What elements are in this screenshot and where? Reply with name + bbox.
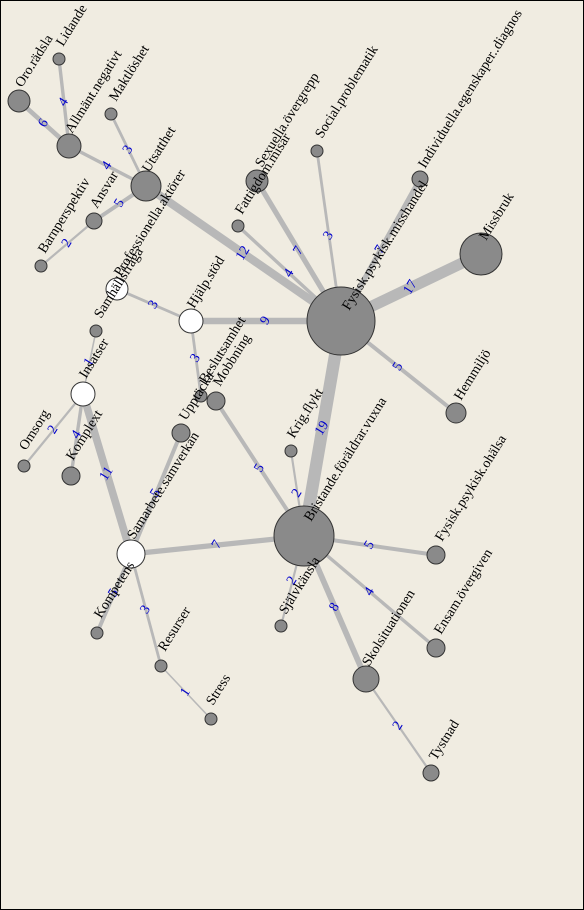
node-label-skol: Skolsituationen xyxy=(360,587,419,669)
edge-weight-label: 5 xyxy=(390,360,406,374)
node-socialprob xyxy=(311,145,323,157)
node-stress xyxy=(205,713,217,725)
edge-weight-label: 5 xyxy=(362,538,378,552)
node-samhallsfraga xyxy=(90,325,102,337)
node-komplext xyxy=(62,467,80,485)
node-omsorg xyxy=(18,460,30,472)
node-lidande xyxy=(53,53,65,65)
node-skol xyxy=(353,666,379,692)
edge-weight-label: 11 xyxy=(97,464,117,483)
node-ohalsa xyxy=(427,546,445,564)
node-krigflykt xyxy=(285,445,297,457)
node-ororadsla xyxy=(8,90,30,112)
node-utsatthet xyxy=(131,171,161,201)
node-ansvar xyxy=(86,213,102,229)
edge-weight-label: 3 xyxy=(120,143,136,157)
node-label-lidande: Lidande xyxy=(54,2,91,49)
node-label-kompetens: Kompetens xyxy=(92,559,139,621)
node-missbruk xyxy=(460,233,502,275)
node-label-utsatthet: Utsatthet xyxy=(140,124,180,175)
node-misshandel xyxy=(307,287,375,355)
node-label-missbruk: Missbruk xyxy=(477,190,518,243)
node-hjalpstod xyxy=(179,309,203,333)
node-label-tystnad: Tystnad xyxy=(427,718,463,763)
node-maktloshet xyxy=(105,108,117,120)
node-label-hemmiljo: Hemmiljö xyxy=(452,347,495,403)
node-label-misshandel: Fysisk.psykisk.misshandel xyxy=(340,178,432,313)
node-tystnad xyxy=(423,765,439,781)
node-label-individuella: Individuella.egenskaper..diagnos xyxy=(416,7,526,171)
node-label-samarbete: Samarbete.samverkan xyxy=(125,430,203,542)
node-kompetens xyxy=(91,627,103,639)
edge-weight-label: 2 xyxy=(390,719,406,733)
edge-weight-label: 9 xyxy=(258,314,274,328)
edge-weight-label: 5 xyxy=(252,461,268,475)
network-diagram: { "diagram": { "type": "network", "backg… xyxy=(0,0,584,910)
edge-weight-label: 4 xyxy=(362,585,378,599)
node-resurser xyxy=(155,660,167,672)
node-label-socialprob: Social.problematik xyxy=(313,43,382,141)
node-sjalvk xyxy=(275,620,287,632)
node-hemmiljo xyxy=(446,403,466,423)
node-ensam xyxy=(427,639,445,657)
node-label-samhallsfraga: Samhällsfråga xyxy=(92,245,148,322)
network-svg: 2411153157282452519517737491233354264Ins… xyxy=(1,1,583,909)
node-fattigdom xyxy=(232,220,244,232)
node-insatser xyxy=(71,382,95,406)
node-label-ororadsla: Oro.rädsla xyxy=(13,32,57,90)
node-label-hjalpstod: Hjälp.stöd xyxy=(185,254,228,311)
node-label-stress: Stress xyxy=(204,672,234,708)
node-allmant xyxy=(57,134,81,158)
edge-weight-label: 3 xyxy=(146,298,162,312)
node-labels-group: InsatserOmsorgKomplextSamhällsfrågaSamar… xyxy=(13,2,526,763)
node-barnpersp xyxy=(35,260,47,272)
node-label-resurser: Resurser xyxy=(156,604,195,654)
node-label-ohalsa: Fysisk.psykisk.ohälsa xyxy=(433,432,511,544)
edge-weight-label: 1 xyxy=(178,685,194,699)
edge-weight-label: 7 xyxy=(209,538,225,552)
node-mobbning xyxy=(207,392,225,410)
edge-weight-label: 6 xyxy=(36,116,52,130)
